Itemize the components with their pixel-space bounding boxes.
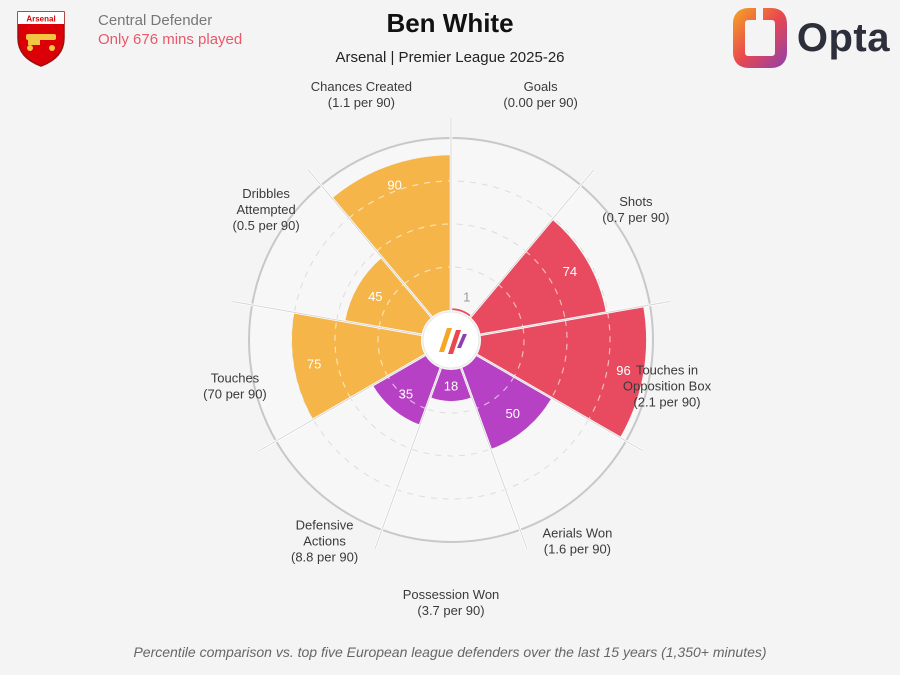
category-label-line: (3.7 per 90) (417, 603, 484, 618)
category-label-4: Possession Won (3.7 per 90) (403, 587, 500, 618)
chart-category-labels: Goals (0.00 per 90) Shots (0.7 per 90) Touch… (203, 79, 711, 618)
slice-grid-2 (588, 312, 611, 420)
category-label-1: Shots (0.7 per 90) (602, 194, 669, 225)
divider-shade-1 (469, 169, 595, 318)
chart-dividers (232, 118, 670, 550)
category-label-6: Touches (70 per 90) (203, 370, 267, 401)
category-label-line: (1.1 per 90) (328, 95, 395, 110)
center-logo-icon (422, 311, 480, 369)
value-label-1: 74 (563, 264, 577, 279)
svg-text:Arsenal: Arsenal (26, 15, 55, 24)
slice-grid-2 (550, 319, 568, 399)
category-label-8: Chances Created (1.1 per 90) (311, 79, 412, 110)
slice-grid-5 (387, 376, 427, 410)
value-label-3: 50 (505, 406, 519, 421)
category-label-line: (0.00 per 90) (503, 95, 577, 110)
opta-logo: Opta (731, 6, 890, 70)
minutes-note: Only 676 mins played (98, 31, 243, 48)
value-label-2: 96 (616, 363, 630, 378)
slice-grid-8 (376, 223, 452, 252)
category-label-line: Goals (524, 79, 558, 94)
opta-logo-icon (732, 6, 787, 68)
category-label-line: Touches in (636, 362, 698, 377)
category-label-line: (2.1 per 90) (633, 394, 700, 409)
slice-7 (345, 257, 432, 335)
slice-grid-6 (334, 319, 352, 399)
slice-grid-6 (377, 327, 389, 377)
category-label-line: Dribbles (242, 186, 290, 201)
category-label-line: (8.8 per 90) (291, 550, 358, 565)
player-position: Central Defender (98, 12, 213, 29)
title-block: Ben White Arsenal | Premier League 2025-… (0, 8, 900, 66)
category-label-0: Goals (0.00 per 90) (503, 79, 577, 110)
slice-grid-8 (403, 266, 452, 285)
slice-grid-1 (497, 283, 524, 328)
slice-2 (476, 306, 647, 438)
divider-shade-6 (258, 354, 426, 452)
divider-shade-4 (460, 368, 528, 549)
slice-3 (461, 355, 552, 450)
divider-shade-5 (374, 368, 442, 549)
slice-grid-8 (348, 180, 452, 219)
divider-shade-2 (480, 300, 670, 336)
slice-6 (291, 312, 426, 420)
value-label-4: 18 (444, 379, 458, 394)
category-label-line: (1.6 per 90) (544, 542, 611, 557)
category-label-line: Shots (619, 194, 653, 209)
category-label-line: Defensive (296, 518, 354, 533)
category-label-line: Possession Won (403, 587, 500, 602)
slice-grid-3 (475, 376, 515, 410)
slice-4 (430, 368, 472, 401)
subtitle: Arsenal | Premier League 2025-26 (335, 49, 565, 66)
slice-grid-7 (378, 283, 405, 328)
center-disc (422, 311, 480, 369)
category-label-line: (0.7 per 90) (602, 210, 669, 225)
center-logo-bar-3 (457, 334, 467, 348)
category-label-line: (70 per 90) (203, 386, 267, 401)
category-label-line: Chances Created (311, 79, 412, 94)
value-label-8: 90 (387, 178, 401, 193)
divider-shade-8 (307, 169, 433, 318)
category-label-line: Attempted (236, 202, 295, 217)
center-logo-bar-1 (439, 328, 452, 352)
category-label-line: (0.5 per 90) (232, 218, 299, 233)
slice-1 (470, 219, 606, 335)
slice-grid-1 (525, 250, 566, 320)
category-label-line: Aerials Won (542, 526, 612, 541)
divider-shade-3 (476, 354, 644, 452)
value-label-6: 75 (307, 357, 321, 372)
arsenal-crest-icon: Arsenal (17, 11, 65, 67)
center-logo-bar-2 (448, 330, 461, 354)
slice-0 (451, 308, 472, 318)
chart-value-labels: 1 74 96 50 18 35 75 45 90 (307, 178, 631, 421)
category-label-line: Touches (211, 370, 260, 385)
chart-slices (291, 155, 647, 450)
opta-brand-text: Opta (796, 15, 890, 60)
player-name: Ben White (386, 8, 514, 38)
category-label-5: Defensive Actions (8.8 per 90) (291, 518, 358, 565)
category-label-7: Dribbles Attempted (0.5 per 90) (232, 186, 299, 233)
category-label-line: Actions (303, 534, 346, 549)
divider-shade-7 (232, 300, 422, 336)
header-left: Arsenal Central Defender Only 676 mins p… (14, 8, 242, 68)
value-label-0: 1 (463, 289, 470, 304)
category-label-line: Opposition Box (623, 378, 712, 393)
category-label-2: Touches in Opposition Box (2.1 per 90) (623, 362, 712, 409)
slice-8 (332, 155, 451, 318)
value-label-5: 35 (399, 386, 413, 401)
slice-grid-2 (513, 327, 525, 377)
category-label-3: Aerials Won (1.6 per 90) (542, 526, 612, 557)
value-label-7: 45 (368, 289, 382, 304)
footer-note: Percentile comparison vs. top five Europ… (133, 644, 767, 660)
